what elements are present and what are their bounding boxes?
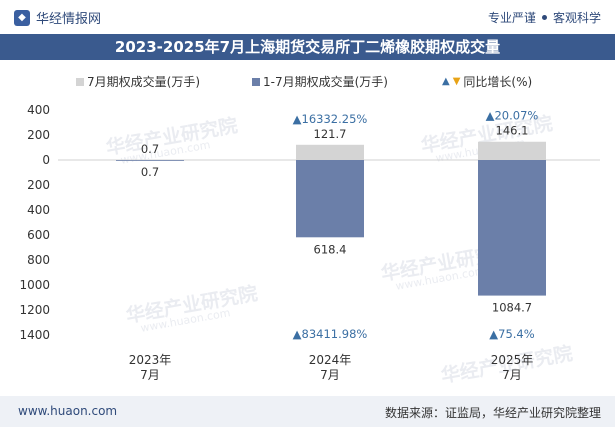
brand-name: 华经情报网: [36, 12, 102, 27]
data-label-monthly: 146.1: [496, 124, 529, 138]
data-label-monthly: 0.7: [141, 142, 159, 156]
legend-swatch-monthly: [76, 77, 84, 86]
data-label-cumulative: 1084.7: [492, 301, 532, 315]
yoy-label-cumulative: ▲75.4%: [489, 327, 534, 341]
x-category-label: 7月: [502, 368, 522, 382]
legend: 7月期权成交量(万手) 1-7月期权成交量(万手) ▲ ▼ 同比增长(%): [0, 73, 615, 91]
chart-title: 2023-2025年7月上海期货交易所丁二烯橡胶期权成交量: [0, 34, 615, 60]
triangle-down-icon: ▼: [452, 76, 461, 87]
yoy-label-monthly: ▲20.07%: [486, 109, 539, 123]
legend-item-monthly[interactable]: 7月期权成交量(万手): [76, 73, 200, 90]
y-tick-label: 1000: [19, 278, 50, 292]
legend-label-cumulative: 1-7月期权成交量(万手): [263, 75, 388, 89]
legend-label-yoy: 同比增长(%): [463, 75, 533, 89]
top-bar: ◆ 华经情报网 专业严谨 客观科学: [0, 0, 615, 34]
yoy-label-monthly: ▲16332.25%: [293, 112, 368, 126]
bar-cumulative: [116, 160, 184, 161]
x-category-label: 7月: [320, 368, 340, 382]
x-category-label: 2025年: [491, 353, 534, 367]
y-tick-label: 400: [27, 103, 50, 117]
slogan-right: 客观科学: [552, 11, 601, 25]
y-tick-label: 1400: [19, 328, 50, 342]
y-tick-label: 400: [27, 203, 50, 217]
y-tick-label: 600: [27, 228, 50, 242]
legend-swatch-cumulative: [252, 77, 260, 86]
data-label-monthly: 121.7: [314, 127, 347, 141]
y-tick-label: 800: [27, 253, 50, 267]
footer-url[interactable]: www.huaon.com: [18, 404, 118, 418]
y-tick-label: 1200: [19, 303, 50, 317]
x-category-label: 7月: [140, 368, 160, 382]
slogan-left: 专业严谨: [487, 11, 536, 25]
data-label-cumulative: 0.7: [141, 165, 159, 179]
bar-monthly: [296, 144, 364, 160]
triangle-up-icon: ▲: [442, 76, 450, 87]
footer: www.huaon.com 数据来源：证监局，华经产业研究院整理: [0, 396, 615, 427]
yoy-label-cumulative: ▲83411.98%: [293, 327, 368, 341]
footer-source: 数据来源：证监局，华经产业研究院整理: [384, 406, 601, 420]
legend-item-yoy[interactable]: ▲ ▼ 同比增长(%): [442, 73, 532, 90]
data-label-cumulative: 618.4: [314, 242, 347, 256]
y-tick-label: 0: [42, 153, 50, 167]
x-category-label: 2024年: [309, 353, 352, 367]
y-tick-label: 200: [27, 128, 50, 142]
bar-monthly: [478, 141, 546, 160]
x-category-label: 2023年: [129, 353, 172, 367]
slogan: 专业严谨 客观科学: [488, 9, 601, 26]
brand[interactable]: ◆ 华经情报网: [14, 8, 101, 27]
bar-cumulative: [478, 160, 546, 296]
y-tick-label: 200: [27, 178, 50, 192]
brand-logo-icon: ◆: [14, 9, 30, 26]
chart-svg: 400 200 0 200 400 600 800 1000 1200 1400 0.7 0.7 202…: [19, 103, 600, 382]
dot-icon: [541, 15, 547, 20]
legend-item-cumulative[interactable]: 1-7月期权成交量(万手): [252, 73, 388, 90]
bar-cumulative: [296, 160, 364, 238]
legend-label-monthly: 7月期权成交量(万手): [87, 75, 200, 89]
